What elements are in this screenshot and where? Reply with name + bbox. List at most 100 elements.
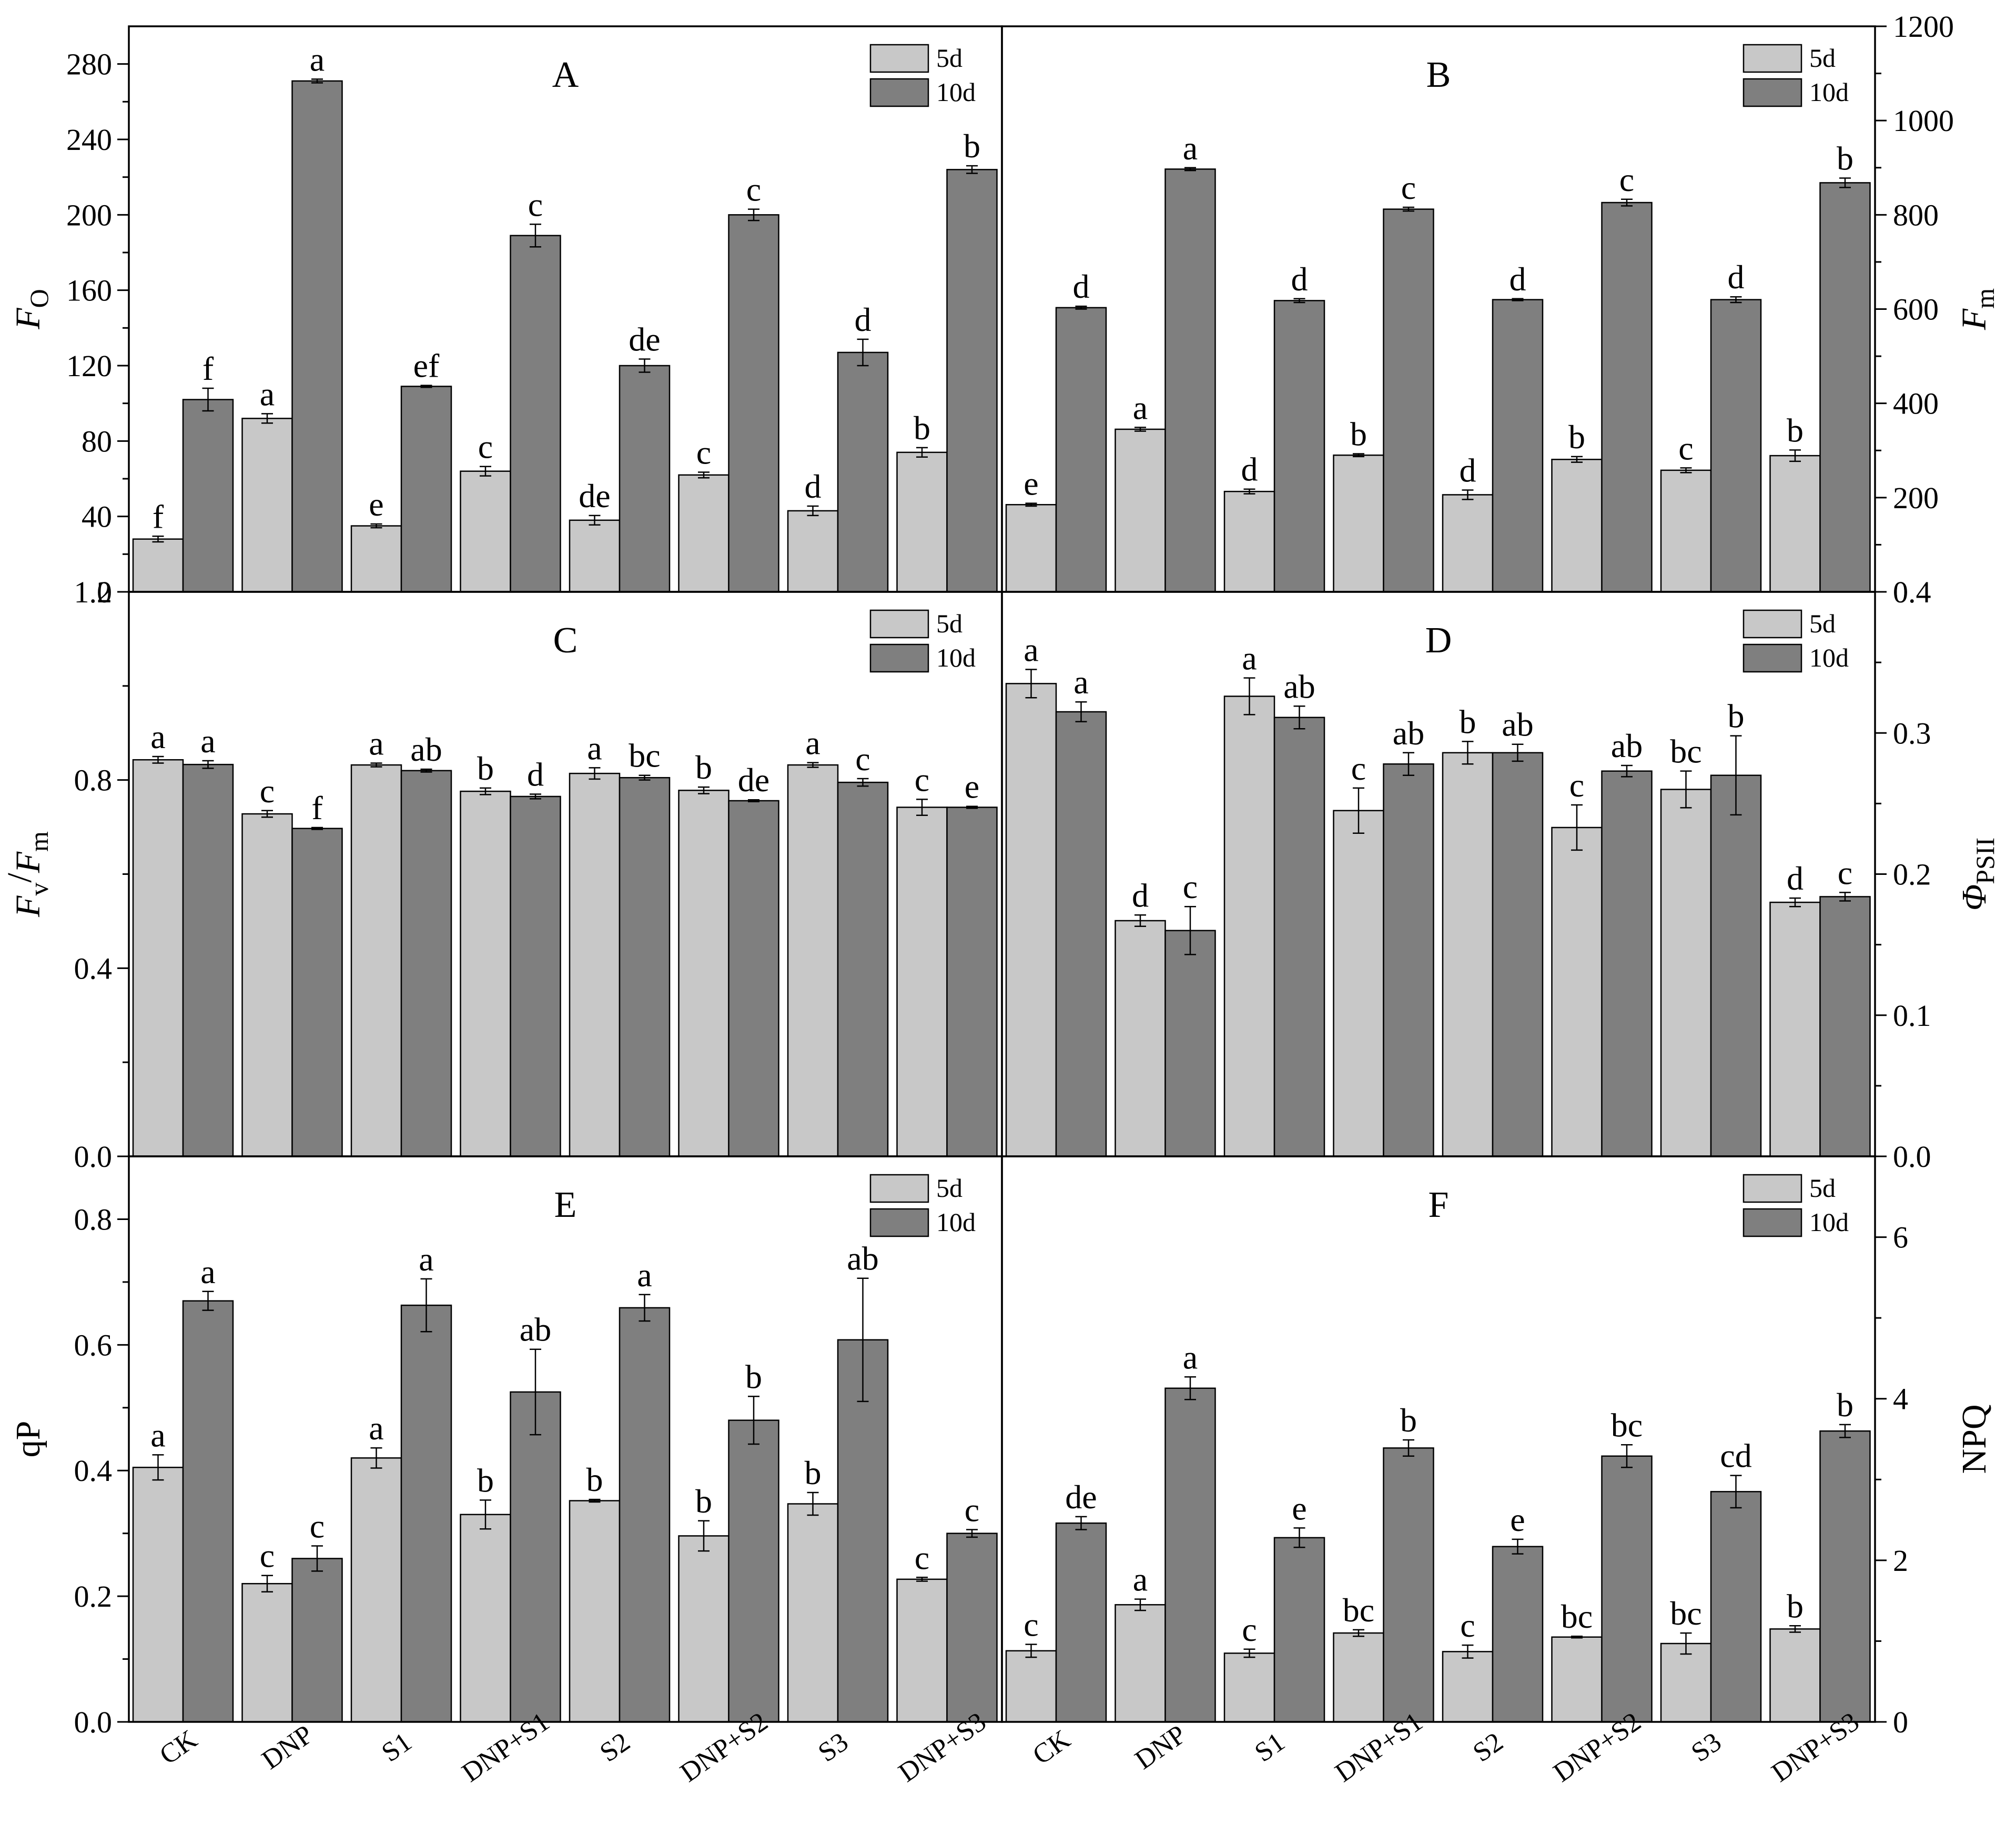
bar-b-10d-dnp+s3 <box>1819 182 1871 593</box>
legend-label-10d: 10d <box>936 77 976 107</box>
bar-a-10d-ck <box>182 399 234 593</box>
legend-swatch-5d <box>1743 44 1802 73</box>
bar-b-5d-s3 <box>1660 469 1712 593</box>
bar-e-10d-dnp+s2 <box>728 1419 779 1723</box>
significance-letter: c <box>1678 429 1693 467</box>
significance-letter: a <box>1183 129 1198 167</box>
panel-title-b: B <box>1426 55 1451 95</box>
significance-letter: c <box>965 1491 979 1529</box>
significance-letter: c <box>1242 1611 1257 1648</box>
significance-letter: c <box>1619 161 1634 198</box>
significance-letter: d <box>1728 258 1745 296</box>
y-tick-label: 0.8 <box>74 763 113 798</box>
significance-letter: de <box>1065 1478 1097 1516</box>
significance-letter: b <box>1460 703 1476 740</box>
x-category-label-dnp: DNP <box>1130 1719 1192 1775</box>
significance-letter: a <box>369 1409 383 1447</box>
significance-letter: b <box>1400 1402 1417 1439</box>
panel-title-d: D <box>1425 620 1452 661</box>
significance-letter: b <box>1350 416 1367 453</box>
significance-letter: b <box>1568 418 1585 456</box>
bar-a-5d-ck <box>132 538 184 593</box>
significance-letter: ab <box>520 1311 551 1348</box>
bar-b-5d-dnp+s2 <box>1551 459 1603 593</box>
significance-letter: c <box>855 740 870 778</box>
panel-a: f a e c de c d b f a ef c de c d b 0 40 80 120 160 200 240 280 F… <box>9 25 1003 609</box>
significance-letter: de <box>629 320 660 358</box>
significance-letter: d <box>1291 260 1308 298</box>
y-tick-label: 400 <box>1893 387 1939 421</box>
legend-swatch-5d <box>869 609 929 639</box>
significance-letter: b <box>586 1461 603 1498</box>
x-category-label-s1: S1 <box>1249 1727 1290 1768</box>
bar-e-5d-dnp+s3 <box>896 1578 948 1723</box>
bar-b-10d-s3 <box>1710 299 1762 593</box>
significance-letter: a <box>419 1241 433 1278</box>
y-tick-label: 6 <box>1893 1221 1908 1255</box>
panel-f: c a c bc c bc bc b de a e b e bc cd b 0 2 4 6 NPQ F 5d 10d <box>1001 1155 1993 1739</box>
y-tick-label: 1.2 <box>74 575 113 609</box>
significance-letter: b <box>1787 411 1804 449</box>
bar-a-10d-dnp+s2 <box>728 214 779 593</box>
y-tick-label: 0.2 <box>74 1579 113 1614</box>
y-tick-label: 160 <box>66 274 112 308</box>
y-axis-title: NPQ <box>1955 1404 1993 1474</box>
bar-e-5d-s3 <box>787 1503 839 1723</box>
legend-swatch-5d <box>869 1174 929 1203</box>
bar-d-5d-dnp <box>1115 920 1166 1157</box>
bar-d-5d-s2 <box>1442 752 1494 1157</box>
significance-letter: b <box>964 127 980 165</box>
y-tick-label: 0 <box>97 575 112 609</box>
significance-letter: a <box>1242 640 1257 677</box>
significance-letter: c <box>915 761 929 798</box>
bar-e-5d-dnp+s2 <box>678 1535 730 1723</box>
y-axis-title-part: O <box>24 289 54 308</box>
significance-letter: e <box>965 768 979 805</box>
significance-letter: ef <box>413 347 440 385</box>
significance-letter: f <box>153 498 164 535</box>
bar-d-5d-s3 <box>1660 789 1712 1157</box>
y-tick-label: 120 <box>66 349 112 383</box>
legend-swatch-10d <box>869 643 929 673</box>
bar-d-5d-dnp+s3 <box>1769 901 1821 1157</box>
bar-f-10d-s1 <box>1273 1537 1325 1723</box>
legend-label-5d: 5d <box>1809 609 1836 638</box>
bar-a-10d-s1 <box>400 386 452 593</box>
bar-d-10d-dnp+s2 <box>1601 770 1653 1157</box>
legend-label-10d: 10d <box>936 1207 976 1237</box>
significance-letter: e <box>369 486 383 523</box>
significance-letter: a <box>200 722 215 760</box>
significance-letter: d <box>1241 451 1258 488</box>
x-category-label-dnp: DNP <box>257 1719 319 1775</box>
bar-b-10d-s1 <box>1273 300 1325 593</box>
bar-b-10d-dnp+s1 <box>1383 208 1434 593</box>
significance-letter: f <box>202 350 214 387</box>
panel-title-e: E <box>554 1185 577 1225</box>
bar-e-5d-dnp+s1 <box>460 1514 511 1723</box>
significance-letter: f <box>311 789 323 826</box>
y-tick-label: 0.3 <box>1893 716 1931 750</box>
y-tick-label: 800 <box>1893 198 1939 232</box>
y-tick-label: 200 <box>1893 481 1939 515</box>
legend-label-5d: 5d <box>1809 43 1836 73</box>
significance-letter: b <box>1837 139 1853 177</box>
bar-c-10d-ck <box>182 763 234 1157</box>
significance-letter: ab <box>1502 706 1533 743</box>
significance-letter: ab <box>847 1240 878 1277</box>
bar-f-10d-dnp+s1 <box>1383 1447 1434 1723</box>
bar-b-10d-s2 <box>1492 299 1544 593</box>
bar-c-5d-dnp <box>241 813 293 1157</box>
bar-e-10d-s1 <box>400 1304 452 1723</box>
bar-f-10d-s2 <box>1492 1546 1544 1723</box>
significance-letter: c <box>1401 169 1416 206</box>
bar-e-10d-dnp+s3 <box>946 1532 998 1723</box>
significance-letter: c <box>1351 750 1366 787</box>
legend-label-5d: 5d <box>936 1173 963 1203</box>
bar-a-10d-dnp+s3 <box>946 169 998 593</box>
bar-a-10d-s2 <box>619 365 671 593</box>
bar-a-5d-s2 <box>569 519 621 593</box>
legend-swatch-5d <box>869 44 929 73</box>
